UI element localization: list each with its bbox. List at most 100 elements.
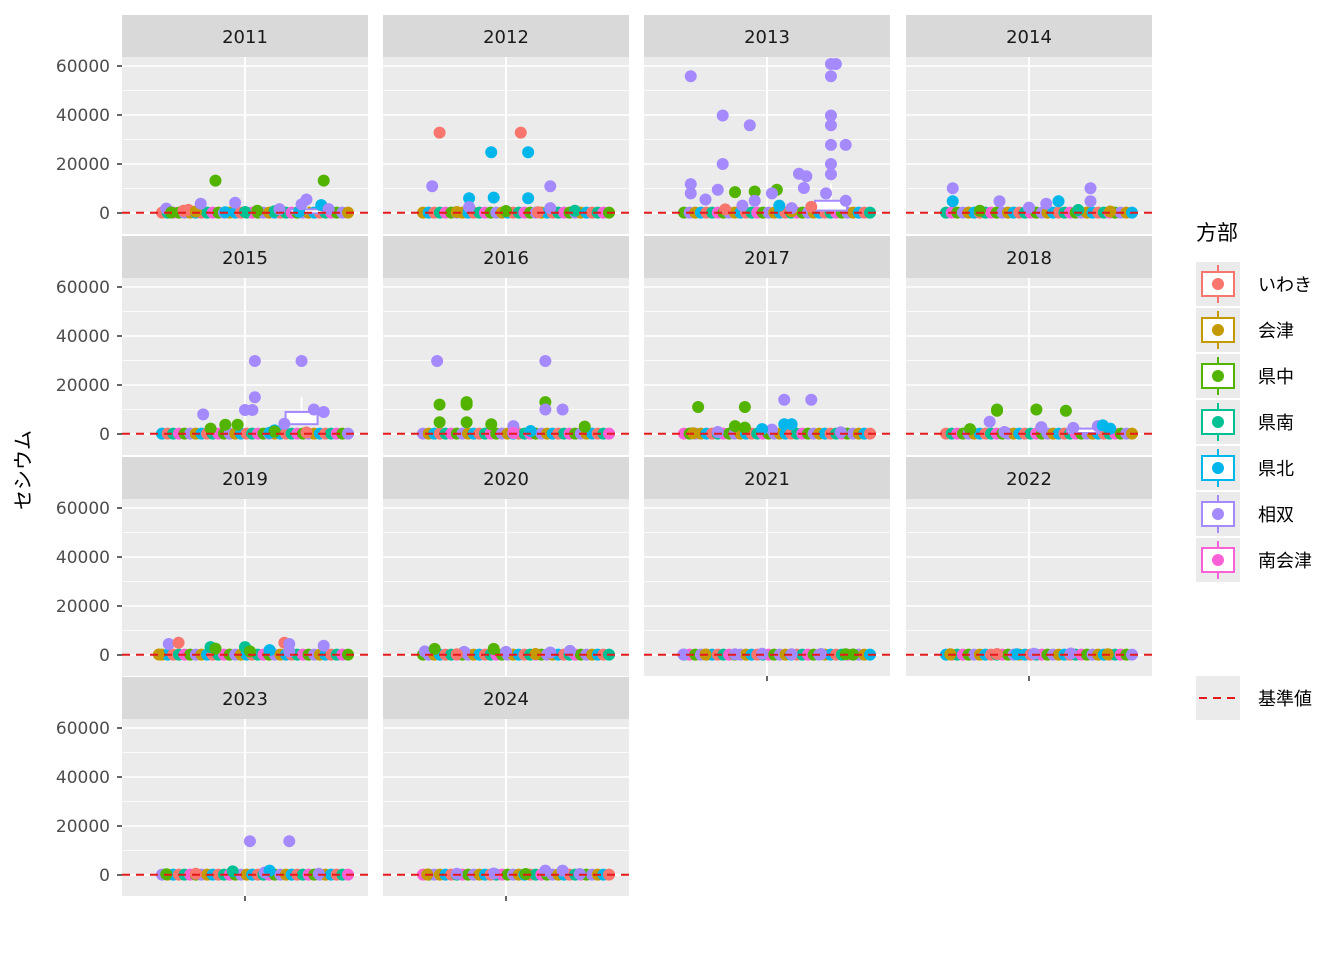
- legend-item: 県中: [1196, 354, 1294, 398]
- data-point: [711, 183, 724, 196]
- data-point: [317, 639, 330, 652]
- data-point: [204, 422, 217, 435]
- data-point: [172, 636, 185, 649]
- legend-item: 相双: [1196, 492, 1294, 536]
- data-point: [756, 423, 769, 436]
- data-point: [239, 206, 251, 219]
- data-point: [729, 420, 742, 433]
- data-point: [278, 417, 291, 430]
- data-point: [231, 418, 244, 431]
- y-tick-label: 20000: [56, 155, 110, 175]
- data-point: [522, 192, 535, 205]
- facet-panel-2012: 2012: [383, 15, 629, 234]
- data-point: [983, 415, 996, 428]
- data-point: [839, 194, 852, 207]
- legend-key-point: [1212, 554, 1224, 566]
- data-point: [824, 138, 837, 151]
- data-point: [460, 416, 473, 429]
- facet-panel-2022: 2022: [906, 457, 1152, 681]
- data-point: [295, 354, 308, 367]
- data-point: [500, 205, 512, 218]
- data-point: [295, 198, 308, 211]
- facet-panel-2018: 2018: [906, 236, 1152, 455]
- facet-panel-2023: 2023 0 20000 40000 60000: [56, 677, 368, 901]
- data-point: [544, 202, 557, 215]
- legend-key-point: [1212, 370, 1224, 382]
- facet-strip: [122, 15, 368, 57]
- facet-strip-label: 2021: [744, 469, 790, 490]
- legend-item: 会津: [1196, 308, 1294, 352]
- y-tick-label: 60000: [56, 57, 110, 77]
- data-point: [1084, 195, 1097, 208]
- legend-item-reference: 基準値: [1196, 676, 1312, 720]
- data-point: [544, 180, 557, 193]
- facet-panel-2024: 2024: [383, 677, 629, 901]
- data-point: [263, 864, 276, 877]
- y-tick-label: 60000: [56, 719, 110, 739]
- y-tick-label: 0: [99, 866, 110, 886]
- facet-strip: [122, 457, 368, 499]
- data-point: [829, 58, 842, 71]
- legend-item: いわき: [1196, 262, 1312, 306]
- y-tick-label: 40000: [56, 548, 110, 568]
- legend-key-point: [1212, 324, 1224, 336]
- data-point: [738, 421, 751, 434]
- data-point: [847, 648, 860, 661]
- data-point: [197, 408, 210, 421]
- legend-label: 会津: [1258, 321, 1294, 342]
- data-point: [991, 404, 1004, 417]
- legend-item: 県北: [1196, 446, 1294, 490]
- facet-strip: [644, 457, 890, 499]
- facet-strip-label: 2013: [744, 27, 790, 48]
- data-point: [824, 70, 837, 83]
- data-point: [463, 201, 476, 214]
- legend-key-box: [1201, 271, 1235, 297]
- legend-label: いわき: [1258, 275, 1312, 296]
- legend-key-point: [1212, 278, 1224, 290]
- facet-strip: [906, 236, 1152, 278]
- facet-strip: [122, 236, 368, 278]
- data-point: [839, 138, 852, 151]
- data-point: [1064, 647, 1077, 660]
- facet-panel-2013: 2013: [644, 15, 890, 234]
- legend-title: 方部: [1196, 221, 1238, 245]
- data-point: [1035, 421, 1048, 434]
- data-point: [162, 637, 175, 650]
- y-tick-label: 60000: [56, 278, 110, 298]
- facet-strip: [383, 677, 629, 719]
- data-point: [426, 180, 439, 193]
- facet-panel-2015: 2015 0 20000 40000 60000: [56, 236, 368, 455]
- facet-panel-2020: 2020: [383, 457, 629, 676]
- data-point: [578, 420, 591, 433]
- legend-label: 県北: [1258, 459, 1294, 480]
- data-point: [1059, 404, 1072, 417]
- facet-strip-label: 2012: [483, 27, 529, 48]
- legend-key-box: [1201, 363, 1235, 389]
- y-tick-label: 40000: [56, 327, 110, 347]
- data-point: [1052, 195, 1065, 208]
- data-point: [529, 648, 542, 661]
- data-point: [524, 425, 537, 438]
- y-tick-label: 0: [99, 646, 110, 666]
- facet-panel-2016: 2016: [383, 236, 629, 455]
- data-point: [778, 393, 791, 406]
- y-tick-label: 40000: [56, 106, 110, 126]
- facet-strip-label: 2024: [483, 689, 529, 710]
- data-point: [246, 403, 259, 416]
- facet-strip: [644, 236, 890, 278]
- y-tick-label: 20000: [56, 597, 110, 617]
- data-point: [317, 405, 330, 418]
- data-point: [522, 146, 535, 159]
- y-tick-label: 40000: [56, 768, 110, 788]
- data-point: [716, 158, 729, 170]
- data-point: [684, 187, 697, 200]
- data-point: [748, 194, 761, 207]
- data-point: [815, 648, 828, 661]
- data-point: [1023, 201, 1035, 214]
- data-point: [152, 648, 165, 661]
- data-point: [300, 426, 313, 439]
- data-point: [797, 182, 810, 195]
- data-point: [539, 354, 552, 367]
